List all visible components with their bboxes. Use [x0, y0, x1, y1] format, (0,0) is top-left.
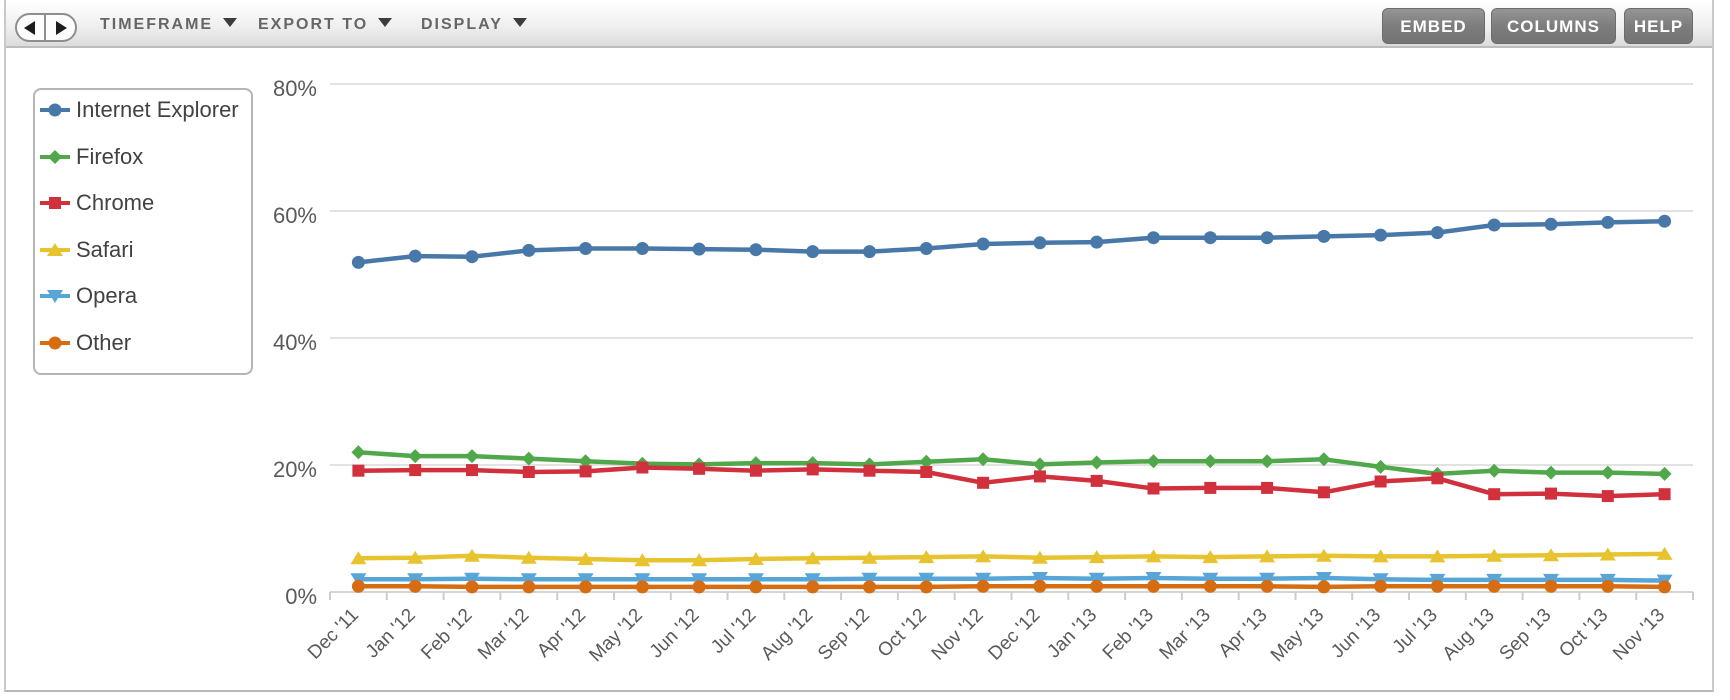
svg-text:Aug '12: Aug '12 — [757, 605, 817, 665]
svg-text:Sep '12: Sep '12 — [814, 605, 874, 665]
svg-text:Mar '12: Mar '12 — [474, 605, 533, 664]
svg-text:Feb '13: Feb '13 — [1099, 605, 1158, 664]
svg-text:Oct '12: Oct '12 — [874, 605, 931, 662]
svg-text:Jul '13: Jul '13 — [1389, 605, 1442, 658]
svg-text:Jun '13: Jun '13 — [1327, 605, 1385, 663]
svg-text:Dec '11: Dec '11 — [304, 605, 363, 664]
svg-text:Nov '12: Nov '12 — [928, 605, 988, 665]
svg-text:Sep '13: Sep '13 — [1496, 605, 1556, 665]
svg-text:20%: 20% — [273, 457, 317, 482]
svg-text:Apr '13: Apr '13 — [1215, 605, 1272, 662]
svg-text:Oct '13: Oct '13 — [1555, 605, 1612, 662]
svg-text:Apr '12: Apr '12 — [533, 605, 590, 662]
svg-text:Dec '12: Dec '12 — [984, 605, 1044, 665]
svg-text:Mar '13: Mar '13 — [1156, 605, 1215, 664]
svg-text:0%: 0% — [285, 584, 317, 609]
svg-text:Jan '12: Jan '12 — [362, 605, 420, 663]
svg-text:May '12: May '12 — [585, 605, 646, 666]
svg-text:Jul '12: Jul '12 — [707, 605, 760, 658]
svg-text:80%: 80% — [273, 76, 317, 101]
svg-text:May '13: May '13 — [1267, 605, 1328, 666]
svg-text:Jun '12: Jun '12 — [646, 605, 704, 663]
svg-text:Nov '13: Nov '13 — [1609, 605, 1669, 665]
svg-text:60%: 60% — [273, 203, 317, 228]
svg-text:Jan '13: Jan '13 — [1043, 605, 1101, 663]
svg-text:Feb '12: Feb '12 — [417, 605, 476, 664]
svg-text:Aug '13: Aug '13 — [1439, 605, 1499, 665]
svg-text:40%: 40% — [273, 330, 317, 355]
